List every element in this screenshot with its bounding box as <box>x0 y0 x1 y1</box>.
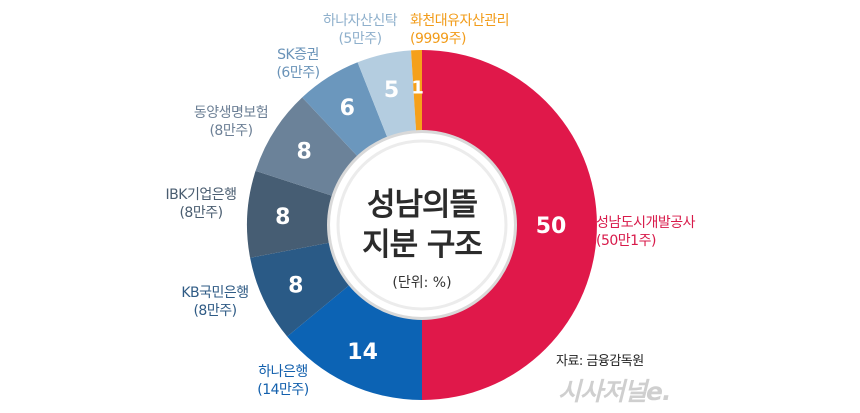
unit-label: (단위: %) <box>392 275 452 291</box>
center-title-line1: 성남의뜰 <box>366 187 478 223</box>
slice-value-label: 8 <box>275 205 290 230</box>
label-hana-bank: 하나은행 (14만주) <box>257 364 309 398</box>
publisher-logo: 시사저널e. <box>558 377 671 406</box>
label-seongnam-dev-corp: 성남도시개발공사 (50만1주) <box>596 215 696 249</box>
slice-value-label: 8 <box>297 139 312 164</box>
label-hana-asset-trust: 하나자산신탁 (5만주) <box>322 13 398 47</box>
center-inner-ring <box>336 139 508 311</box>
label-dongyang-life: 동양생명보험 (8만주) <box>193 105 269 139</box>
slice-value-label: 50 <box>536 214 567 239</box>
slice-value-label: 1 <box>411 78 424 99</box>
center-title-line2: 지분 구조 <box>362 227 483 263</box>
slice-value-label: 14 <box>347 340 378 365</box>
slice-value-label: 8 <box>288 273 303 298</box>
slice-value-label: 5 <box>384 78 399 103</box>
label-hwacheon-daeyu: 화천대유자산관리 (9999주) <box>410 13 510 47</box>
label-kb-bank: KB국민은행 (8만주) <box>181 285 249 319</box>
center-circle <box>330 133 514 317</box>
source-note: 자료: 금융감독원 <box>556 354 644 369</box>
slice-value-label: 6 <box>340 96 355 121</box>
label-ibk-bank: IBK기업은행 (8만주) <box>165 187 237 221</box>
label-sk-securities: SK증권 (6만주) <box>276 47 320 81</box>
